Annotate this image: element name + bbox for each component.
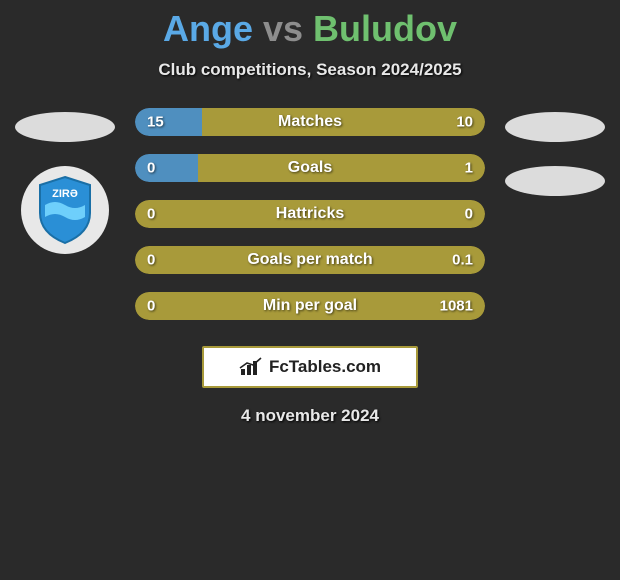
stat-label: Matches: [278, 113, 342, 131]
right-column: [505, 108, 605, 196]
stat-value-right: 10: [456, 114, 473, 131]
date-text: 4 november 2024: [241, 406, 379, 426]
bar-segment-left: [135, 108, 202, 136]
stat-bar: Goals per match 0 0.1: [135, 246, 485, 274]
stat-value-left: 0: [147, 252, 155, 269]
bar-segment-left: [135, 154, 198, 182]
stat-value-right: 1081: [440, 298, 473, 315]
stat-label: Goals per match: [247, 251, 372, 269]
subtitle: Club competitions, Season 2024/2025: [158, 60, 461, 80]
branding-text: FcTables.com: [269, 357, 381, 377]
branding-box: FcTables.com: [202, 346, 418, 388]
stat-value-left: 0: [147, 298, 155, 315]
stat-value-left: 0: [147, 206, 155, 223]
infographic-container: Ange vs Buludov Club competitions, Seaso…: [0, 0, 620, 580]
player2-name: Buludov: [313, 8, 457, 49]
stat-bar: Hattricks 0 0: [135, 200, 485, 228]
stat-label: Goals: [288, 159, 332, 177]
stat-bar: Matches 15 10: [135, 108, 485, 136]
stat-value-right: 0.1: [452, 252, 473, 269]
stat-value-right: 0: [465, 206, 473, 223]
vs-separator: vs: [263, 8, 303, 49]
player2-avatar-placeholder: [505, 112, 605, 142]
stat-label: Hattricks: [276, 205, 344, 223]
page-title: Ange vs Buludov: [163, 8, 457, 50]
player1-avatar-placeholder: [15, 112, 115, 142]
stat-value-left: 0: [147, 160, 155, 177]
stat-bar: Min per goal 0 1081: [135, 292, 485, 320]
left-column: ZIRƏ: [15, 108, 115, 254]
stat-value-right: 1: [465, 160, 473, 177]
main-row: ZIRƏ Matches1510Goals01Hattricks00Goals …: [0, 108, 620, 320]
stat-value-left: 15: [147, 114, 164, 131]
player1-club-badge: ZIRƏ: [21, 166, 109, 254]
stats-bars: Matches1510Goals01Hattricks00Goals per m…: [135, 108, 485, 320]
club-crest-icon: ZIRƏ: [35, 175, 95, 245]
bar-chart-icon: [239, 357, 263, 377]
bar-segment-right: [202, 108, 486, 136]
player1-name: Ange: [163, 8, 253, 49]
bar-segment-right: [198, 154, 485, 182]
svg-text:ZIRƏ: ZIRƏ: [52, 188, 78, 200]
stat-label: Min per goal: [263, 297, 357, 315]
player2-club-badge-placeholder: [505, 166, 605, 196]
stat-bar: Goals 0 1: [135, 154, 485, 182]
